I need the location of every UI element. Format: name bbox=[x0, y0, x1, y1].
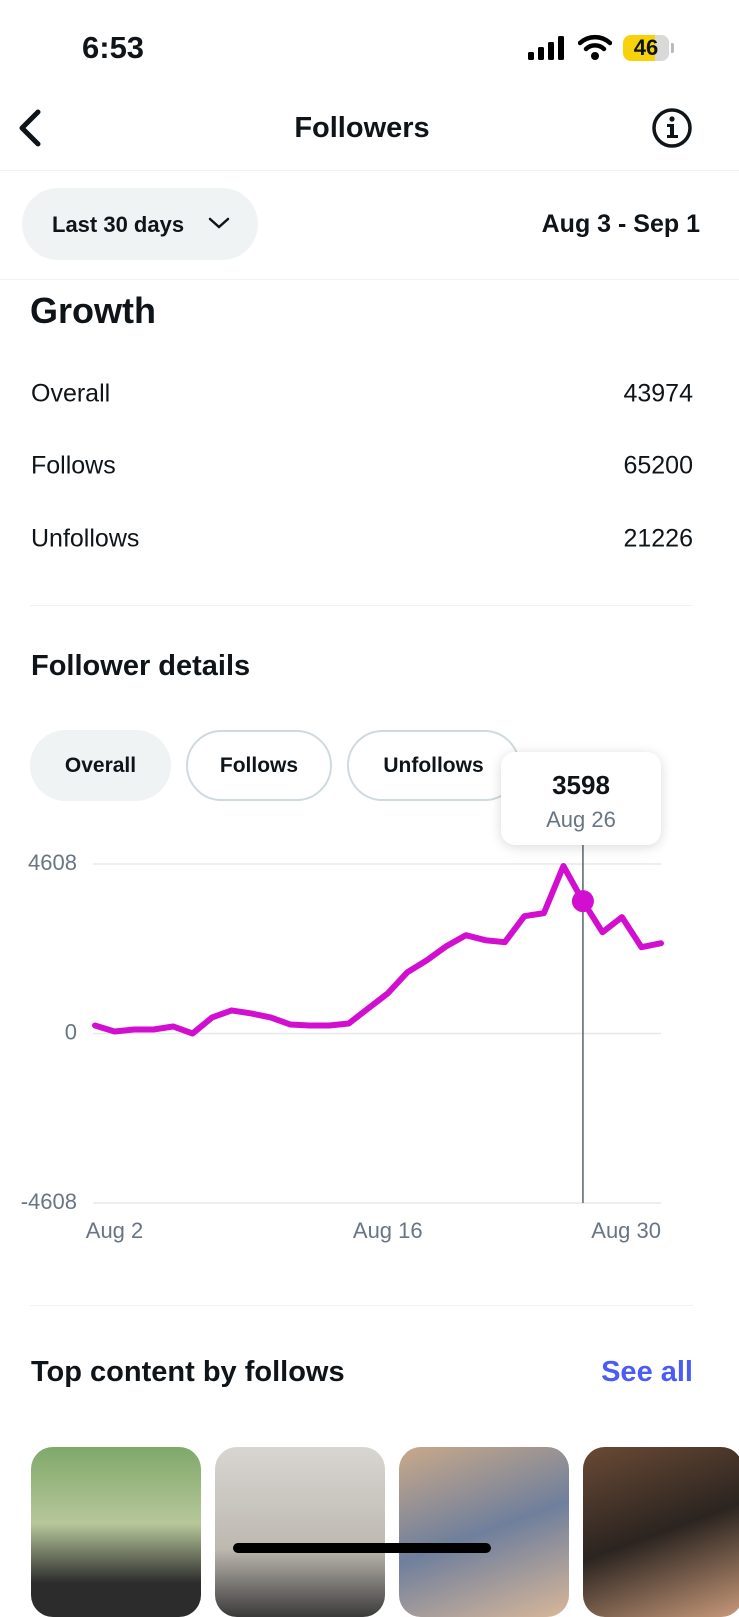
y-tick-label: 4608 bbox=[28, 850, 77, 875]
range-label: Last 30 days bbox=[52, 212, 185, 237]
status-time: 6:53 bbox=[82, 30, 145, 65]
row-value: 43974 bbox=[623, 379, 693, 408]
content-thumbnail[interactable] bbox=[399, 1447, 569, 1617]
content-thumbnail[interactable] bbox=[583, 1447, 739, 1617]
back-button[interactable] bbox=[14, 108, 44, 148]
tab[interactable]: Follows bbox=[186, 730, 332, 801]
tab[interactable]: Unfollows bbox=[347, 730, 520, 801]
info-button[interactable] bbox=[651, 107, 693, 149]
dropdown-chevron bbox=[208, 217, 230, 229]
see-all-link[interactable]: See all bbox=[601, 1356, 693, 1388]
row-value: 21226 bbox=[623, 524, 693, 553]
series-line bbox=[92, 862, 664, 1037]
wifi-icon bbox=[578, 34, 612, 60]
tab-selected[interactable]: Overall bbox=[30, 730, 171, 801]
chart: -4608 0 4608 Aug 2 Aug 16 Aug 30 bbox=[21, 845, 664, 1243]
x-tick-label: Aug 30 bbox=[591, 1218, 661, 1243]
section-title: Follower details bbox=[31, 650, 251, 682]
row-label: Overall bbox=[31, 379, 111, 408]
battery-cap bbox=[671, 43, 674, 53]
date-range: Aug 3 - Sep 1 bbox=[541, 210, 700, 238]
range-dropdown[interactable] bbox=[22, 188, 258, 260]
highlight-point bbox=[571, 890, 594, 913]
content-thumbnail[interactable] bbox=[215, 1447, 385, 1617]
row-label: Unfollows bbox=[31, 524, 140, 553]
tooltip-date: Aug 26 bbox=[546, 807, 616, 832]
page-title: Followers bbox=[294, 112, 430, 144]
divider bbox=[0, 279, 739, 280]
row-value: 65200 bbox=[623, 451, 693, 480]
row-label: Follows bbox=[31, 451, 116, 480]
tooltip: 3598 Aug 26 bbox=[501, 752, 661, 845]
section-title: Growth bbox=[30, 290, 156, 331]
y-tick-label: 0 bbox=[65, 1019, 77, 1044]
battery-level: 46 bbox=[633, 35, 659, 60]
tooltip-value: 3598 bbox=[552, 770, 610, 800]
content-thumbnail[interactable] bbox=[31, 1447, 201, 1617]
x-tick-label: Aug 16 bbox=[353, 1218, 423, 1243]
x-tick-label: Aug 2 bbox=[86, 1218, 144, 1243]
divider bbox=[30, 605, 693, 606]
signal-icon bbox=[528, 36, 564, 60]
divider bbox=[30, 1305, 693, 1306]
home-indicator bbox=[233, 1543, 491, 1553]
battery-empty bbox=[655, 35, 669, 61]
divider bbox=[0, 170, 739, 171]
section-title: Top content by follows bbox=[31, 1356, 345, 1388]
y-tick-label: -4608 bbox=[21, 1189, 77, 1214]
